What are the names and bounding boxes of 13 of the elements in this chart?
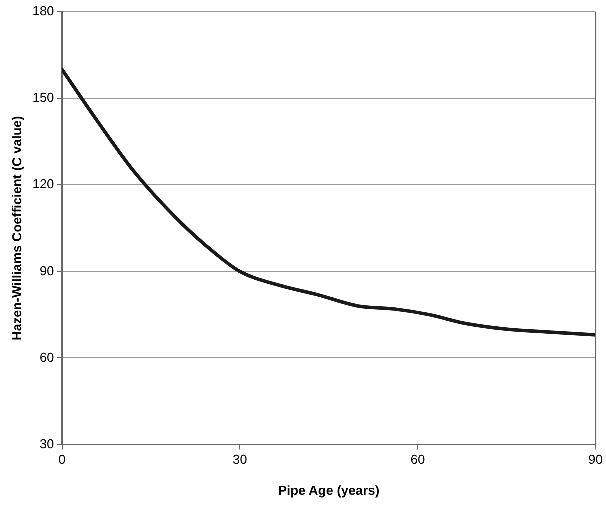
x-tick-label: 60 — [410, 452, 426, 468]
y-tick-label: 180 — [32, 4, 54, 19]
y-axis-title: Hazen-Williams Coefficient (C value) — [9, 116, 24, 341]
y-tick-label: 120 — [32, 176, 54, 192]
y-tick-label: 30 — [40, 436, 54, 452]
x-tick-label: 90 — [588, 452, 604, 468]
x-tick-label: 30 — [232, 452, 248, 468]
x-axis-title: Pipe Age (years) — [278, 482, 380, 498]
y-tick-label: 150 — [32, 90, 54, 106]
y-tick-label: 90 — [40, 263, 54, 278]
x-tick-label: 0 — [58, 452, 66, 468]
y-tick-label: 60 — [40, 350, 54, 365]
line-series — [62, 68, 596, 337]
